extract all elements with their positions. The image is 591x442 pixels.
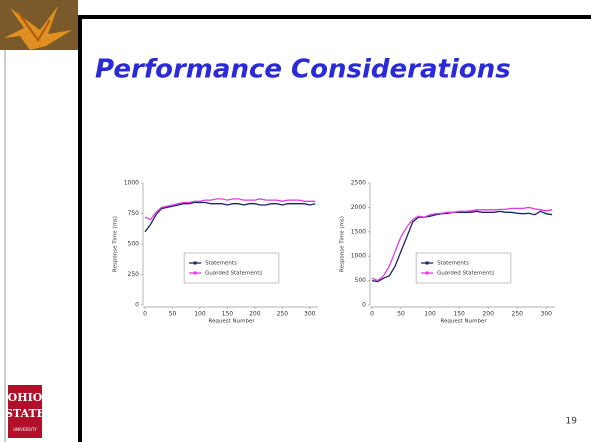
x-tick-label: 150	[222, 311, 234, 318]
y-tick-label: 0	[135, 302, 139, 309]
y-tick-label: 500	[355, 277, 367, 284]
page-number: 19	[566, 417, 578, 427]
legend-box	[184, 253, 279, 283]
x-axis-label: Request Number	[208, 319, 255, 325]
x-tick-label: 50	[397, 311, 405, 318]
legend-box	[416, 253, 511, 283]
y-tick-label: 750	[128, 210, 140, 217]
y-tick-label: 1000	[124, 180, 139, 187]
x-tick-label: 100	[194, 311, 206, 318]
y-axis-label: Response Time (ms)	[113, 216, 119, 272]
logo-text: STATE	[5, 407, 45, 420]
x-tick-label: 200	[482, 311, 494, 318]
x-tick-label: 300	[541, 311, 553, 318]
leaf-image	[0, 0, 78, 50]
x-axis-label: Request Number	[440, 319, 487, 325]
slide-title: Performance Considerations	[95, 55, 511, 85]
legend-label: Statements	[437, 261, 469, 267]
x-tick-label: 50	[169, 311, 177, 318]
y-tick-label: 2000	[351, 204, 366, 211]
x-tick-label: 0	[370, 311, 374, 318]
y-tick-label: 1500	[351, 228, 366, 235]
y-axis-label: Response Time (ms)	[340, 216, 346, 272]
x-tick-label: 100	[424, 311, 436, 318]
y-tick-label: 250	[128, 271, 140, 278]
x-tick-label: 300	[304, 311, 316, 318]
legend-marker	[194, 262, 197, 265]
side-border	[78, 15, 82, 442]
x-tick-label: 250	[277, 311, 289, 318]
logo: OHIO STATE UNIVERSITY	[5, 385, 45, 438]
logo-text: OHIO	[8, 391, 43, 404]
logo-text: UNIVERSITY	[13, 427, 37, 432]
top-border	[78, 15, 591, 19]
y-tick-label: 500	[128, 241, 140, 248]
x-tick-label: 200	[249, 311, 261, 318]
legend-marker	[426, 272, 429, 275]
legend-label: Guarded Statements	[437, 271, 494, 277]
x-tick-label: 0	[143, 311, 147, 318]
x-tick-label: 250	[512, 311, 524, 318]
legend-marker	[426, 262, 429, 265]
y-tick-label: 2500	[351, 180, 366, 187]
legend-label: Statements	[205, 261, 237, 267]
y-tick-label: 1000	[351, 253, 366, 260]
x-tick-label: 150	[453, 311, 465, 318]
y-tick-label: 0	[362, 302, 366, 309]
legend-marker	[194, 272, 197, 275]
legend-label: Guarded Statements	[205, 271, 262, 277]
slide: Performance Considerations OHIO STATE UN…	[0, 0, 591, 442]
